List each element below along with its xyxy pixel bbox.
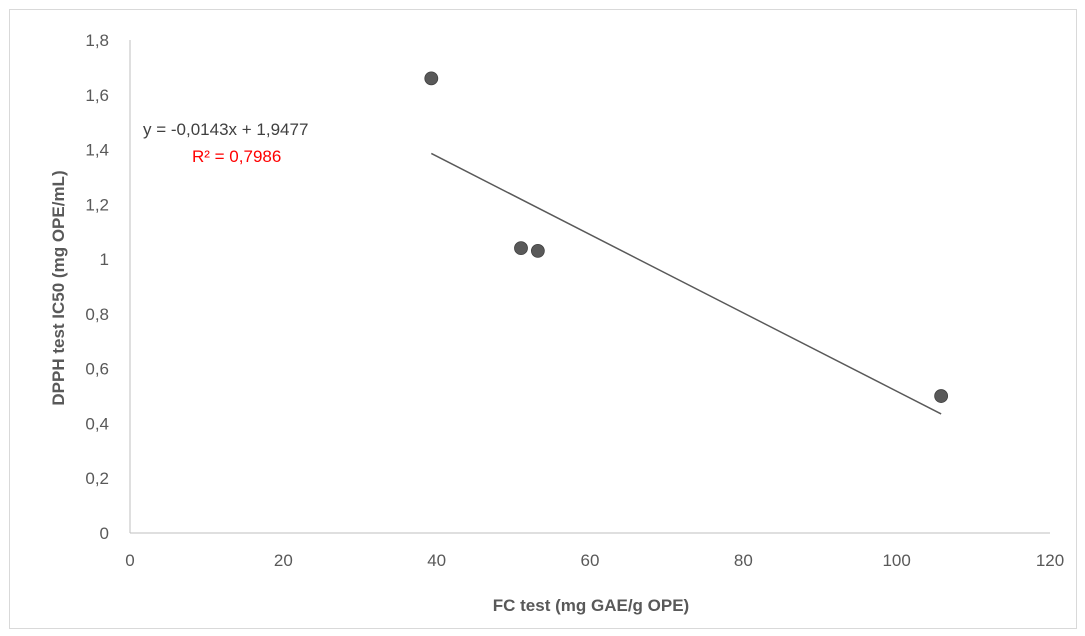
data-points <box>424 71 949 403</box>
trendline-group <box>430 152 942 415</box>
y-tick-label: 0,4 <box>85 414 109 433</box>
x-tick-label: 0 <box>125 551 134 570</box>
chart-frame <box>9 9 1077 629</box>
chart-labels: y = -0,0143x + 1,9477 R² = 0,7986 FC tes… <box>49 120 689 615</box>
x-tick-label: 40 <box>427 551 446 570</box>
y-tick-label: 1,2 <box>85 195 109 214</box>
x-tick-label: 120 <box>1036 551 1064 570</box>
data-point <box>424 71 439 86</box>
y-tick-label: 1,6 <box>85 86 109 105</box>
tick-labels: 0 20 40 60 80 100 120 0 0,2 0,4 0,6 0,8 1 1,2 1,4 1,6 1,… <box>85 31 1064 570</box>
data-point <box>530 243 545 258</box>
y-tick-label: 0,6 <box>85 360 109 379</box>
y-tick-label: 1,8 <box>85 31 109 50</box>
r-squared-label: R² = 0,7986 <box>192 147 281 166</box>
data-point <box>514 241 528 256</box>
y-tick-label: 1,4 <box>85 141 109 160</box>
x-axis-title: FC test (mg GAE/g OPE) <box>493 596 689 615</box>
y-axis-title: DPPH test IC50 (mg OPE/mL) <box>49 170 68 405</box>
data-point <box>934 389 949 403</box>
y-tick-label: 0,2 <box>85 469 109 488</box>
x-tick-label: 80 <box>734 551 753 570</box>
x-tick-label: 100 <box>882 551 910 570</box>
y-tick-label: 0,8 <box>85 305 109 324</box>
trendline-equation: y = -0,0143x + 1,9477 <box>143 120 308 139</box>
trendline <box>430 152 942 415</box>
y-tick-label: 0 <box>100 524 109 543</box>
x-tick-label: 60 <box>581 551 600 570</box>
x-tick-label: 20 <box>274 551 293 570</box>
y-tick-label: 1 <box>100 250 109 269</box>
axes <box>129 40 1050 534</box>
